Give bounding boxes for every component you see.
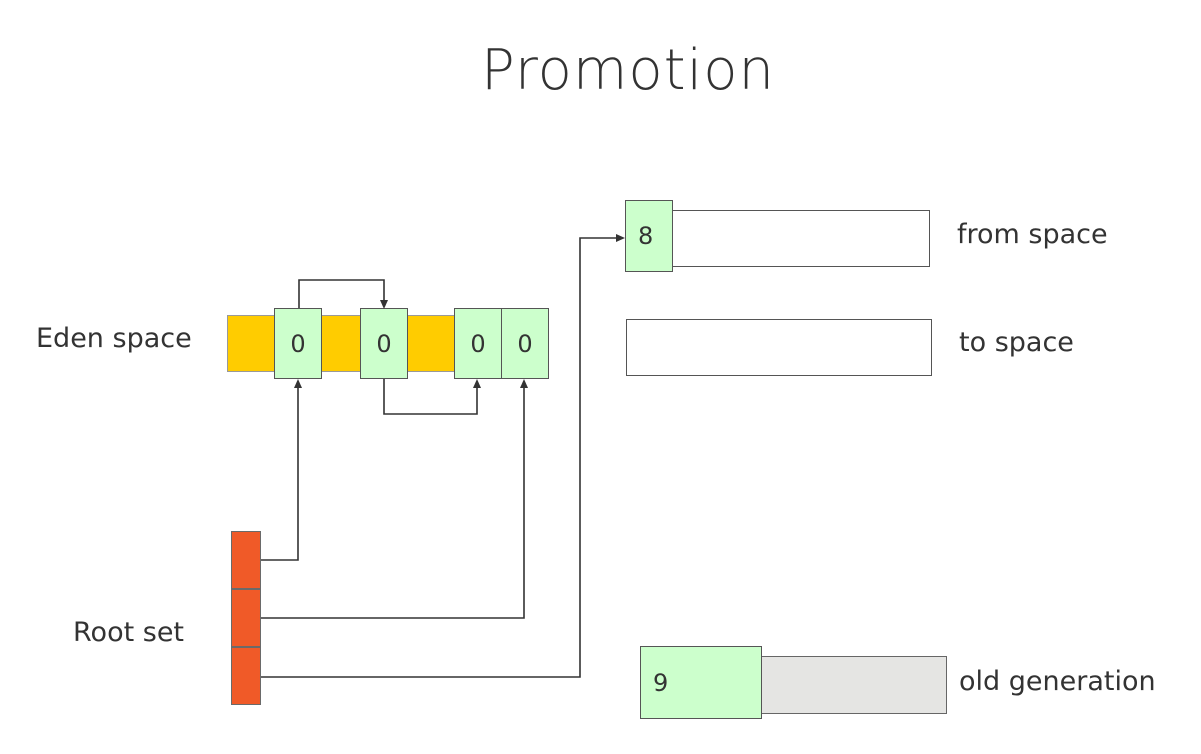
arrow-obj1-to-obj2 bbox=[298, 279, 388, 309]
arrow-obj2-to-obj3 bbox=[383, 379, 481, 415]
from-space-object: 8 bbox=[625, 200, 673, 272]
eden-space-label: Eden space bbox=[36, 323, 192, 354]
old-generation-space bbox=[758, 656, 947, 714]
root-set-ref-1 bbox=[231, 531, 261, 589]
eden-object-4: 0 bbox=[501, 308, 549, 379]
old-generation-object: 9 bbox=[640, 646, 762, 719]
eden-object-2: 0 bbox=[360, 308, 408, 379]
from-space-label: from space bbox=[957, 219, 1108, 250]
root-set-label: Root set bbox=[73, 617, 185, 648]
root-set-ref-2 bbox=[231, 589, 261, 647]
arrow-root3-to-from-object bbox=[261, 234, 625, 678]
arrow-root1-to-obj1 bbox=[261, 379, 302, 561]
root-set-ref-3 bbox=[231, 647, 261, 705]
slide-title: Promotion bbox=[481, 38, 775, 103]
to-space bbox=[626, 319, 932, 376]
arrow-root2-to-obj4 bbox=[261, 379, 528, 619]
eden-object-1: 0 bbox=[274, 308, 322, 379]
old-generation-label: old generation bbox=[959, 666, 1156, 697]
to-space-label: to space bbox=[959, 327, 1074, 358]
